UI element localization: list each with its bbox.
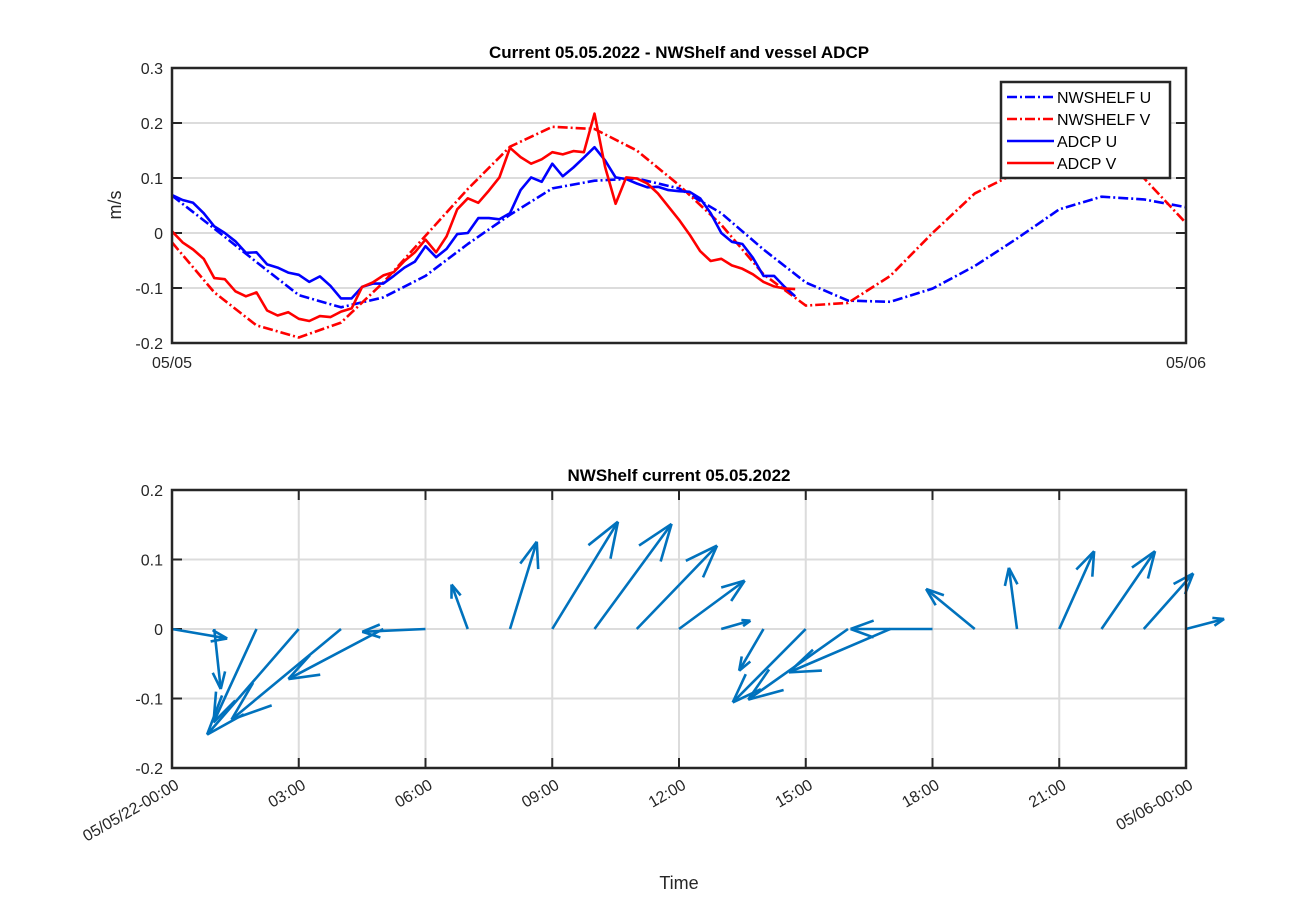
quiver-arrow [1186, 618, 1224, 629]
quiver-arrow [362, 624, 425, 637]
x-tick-label: 18:00 [899, 777, 942, 812]
arrow-shaft [1102, 551, 1156, 629]
arrow-head [221, 671, 225, 689]
quiver-arrow [1005, 568, 1018, 629]
quiver-arrow [172, 629, 227, 641]
top-axes: -0.2 -0.1 0 0.1 0.2 0.3 05/05 05/06 NWSHELF U NWS… [135, 61, 1206, 372]
quiver-arrow [452, 585, 468, 629]
quiver-arrow [1102, 551, 1156, 629]
arrow-shaft [679, 581, 745, 629]
x-tick-label: 09:00 [519, 777, 562, 812]
quiver-arrow [851, 621, 933, 638]
y-tick-label: 0.1 [141, 553, 163, 570]
quiver-arrow [288, 629, 383, 679]
bottom-x-axis-label: Time [659, 873, 698, 893]
y-tick-label: -0.2 [135, 336, 163, 353]
bottom-chart-title: NWShelf current 05.05.2022 [568, 466, 791, 485]
series-line-adcp-u [172, 147, 795, 298]
arrow-head [1005, 568, 1009, 586]
legend-entry: ADCP U [1057, 134, 1117, 151]
y-tick-label: 0.3 [141, 61, 163, 78]
y-tick-label: 0 [154, 226, 163, 243]
x-tick-label: 05/05 [152, 355, 192, 372]
arrow-shaft [452, 585, 468, 629]
quiver-arrow [721, 620, 750, 629]
arrow-shaft [288, 629, 383, 679]
arrow-shaft [739, 629, 763, 671]
arrow-head [1092, 551, 1094, 577]
x-tick-label: 21:00 [1026, 777, 1069, 812]
quiver-arrow [510, 542, 538, 629]
arrow-head [789, 650, 813, 673]
quiver-arrow [1059, 551, 1094, 629]
x-tick-label: 05/06 [1166, 355, 1206, 372]
arrow-shaft [1059, 551, 1094, 629]
y-tick-label: -0.1 [135, 692, 163, 709]
y-tick-label: -0.2 [135, 761, 163, 778]
y-tick-label: -0.1 [135, 281, 163, 298]
quiver-arrow [552, 522, 618, 629]
x-tick-label: 06:00 [392, 777, 435, 812]
x-tick-label: 12:00 [646, 777, 689, 812]
y-tick-label: 0.1 [141, 171, 163, 188]
bottom-axes: -0.2 -0.1 0 0.1 0.2 05/05/22-00:00 03:00 06:00 0… [80, 483, 1224, 845]
quiver-arrow [637, 546, 717, 629]
arrow-head [1212, 618, 1224, 619]
arrow-head [211, 638, 228, 641]
x-tick-label: 05/06-00:00 [1114, 777, 1197, 834]
top-chart-title: Current 05.05.2022 - NWShelf and vessel … [489, 43, 869, 62]
arrow-shaft [510, 542, 537, 629]
arrow-head [789, 671, 822, 673]
quiver-arrow [739, 629, 763, 671]
legend-entry: NWSHELF U [1057, 90, 1151, 107]
legend-entry: NWSHELF V [1057, 112, 1151, 129]
y-tick-label: 0.2 [141, 116, 163, 133]
x-tick-label: 05/05/22-00:00 [80, 777, 182, 846]
x-tick-label: 03:00 [266, 777, 309, 812]
quiver-arrow [679, 581, 745, 629]
arrow-shaft [552, 522, 618, 629]
arrow-shaft [637, 546, 717, 629]
top-y-axis-label: m/s [105, 191, 125, 220]
y-tick-label: 0 [154, 622, 163, 639]
x-tick-label: 15:00 [773, 777, 816, 812]
arrow-head [537, 542, 538, 569]
legend-entry: ADCP V [1057, 156, 1117, 173]
arrow-head [741, 620, 750, 621]
y-tick-label: 0.2 [141, 483, 163, 500]
